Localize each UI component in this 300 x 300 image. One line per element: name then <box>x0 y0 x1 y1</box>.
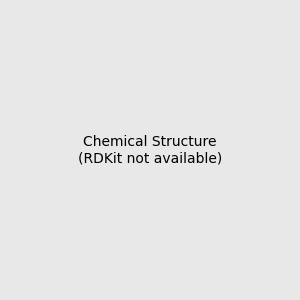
Text: Chemical Structure
(RDKit not available): Chemical Structure (RDKit not available) <box>78 135 222 165</box>
